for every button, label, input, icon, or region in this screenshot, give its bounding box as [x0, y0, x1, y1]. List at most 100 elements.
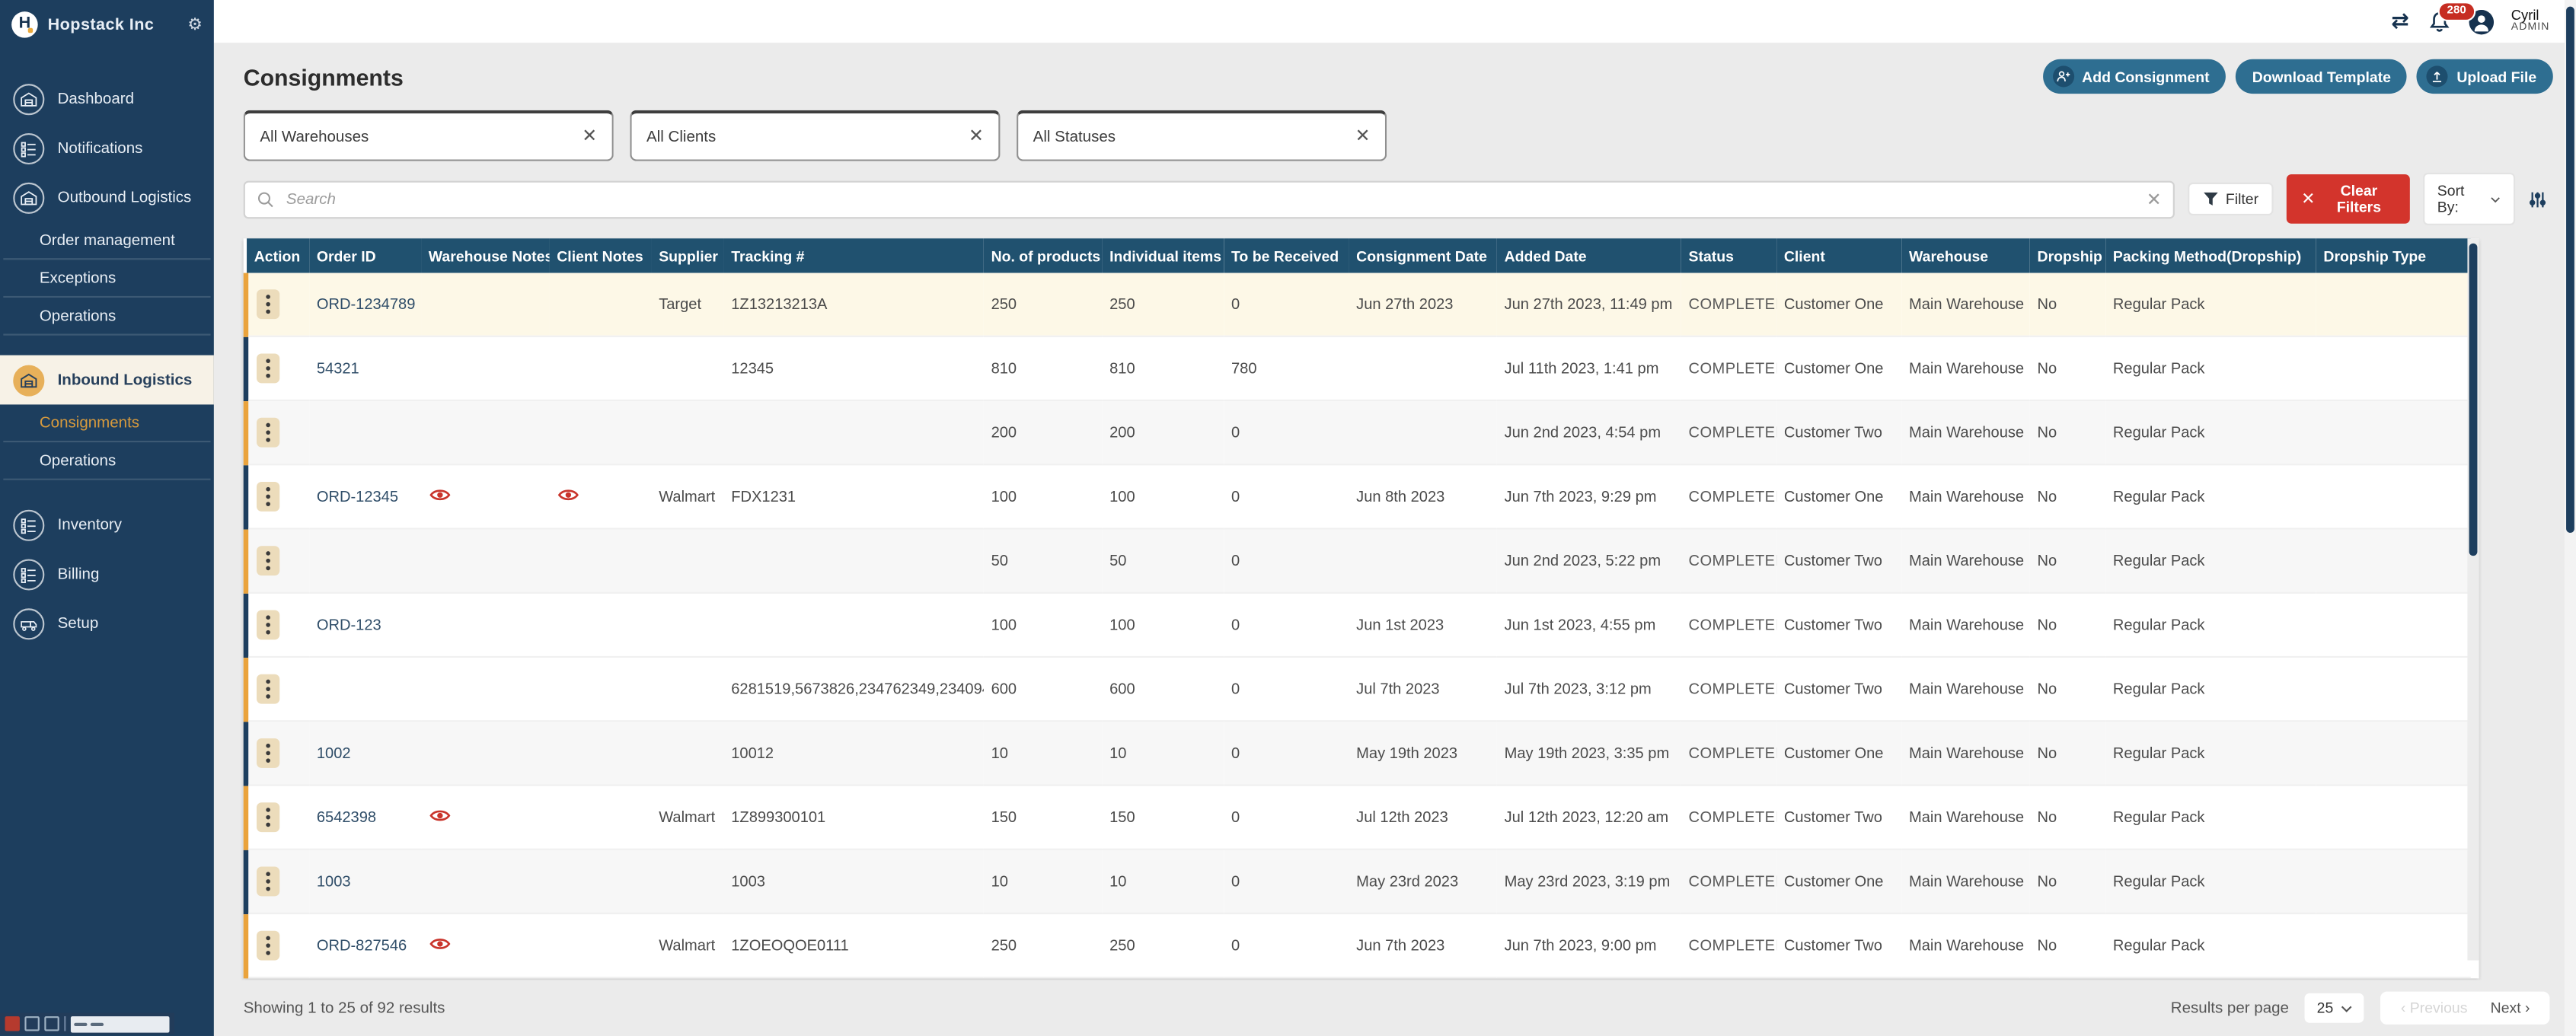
sidebar-item-billing[interactable]: Billing	[0, 550, 214, 599]
table-scrollbar[interactable]	[2467, 238, 2479, 961]
row-actions-button[interactable]	[257, 610, 280, 640]
filter-button[interactable]: Filter	[2188, 182, 2274, 215]
sidebar-subitem-label: Operations	[39, 306, 117, 325]
client-cell: Customer One	[1783, 744, 1884, 762]
sort-by-dropdown[interactable]: Sort By:	[2422, 172, 2515, 225]
order-id-cell[interactable]	[308, 529, 420, 593]
search-input[interactable]	[282, 188, 2138, 210]
page-scrollbar-thumb[interactable]	[2566, 6, 2574, 533]
table-row[interactable]: 54321 12345 810 810 780 Jul 11th 2023, 1…	[243, 336, 2470, 401]
next-page-button[interactable]: Next ›	[2490, 999, 2530, 1017]
order-id-cell[interactable]: ORD-827546	[316, 937, 407, 954]
consignment-date-cell: Jul 12th 2023	[1356, 808, 1448, 826]
gear-icon[interactable]: ⚙	[187, 15, 203, 34]
table-scrollbar-thumb[interactable]	[2469, 243, 2478, 556]
clear-status-filter-icon[interactable]: ✕	[1355, 126, 1371, 146]
sidebar-item-exceptions[interactable]: Exceptions	[3, 260, 211, 298]
sidebar-item-operations-inbound[interactable]: Operations	[3, 442, 211, 480]
sidebar-item-dashboard[interactable]: Dashboard	[0, 74, 214, 123]
previous-page-button[interactable]: ‹ Previous	[2400, 999, 2468, 1017]
order-id-cell[interactable]: ORD-123	[316, 617, 381, 633]
packing-method-cell: Regular Pack	[2112, 295, 2205, 313]
order-id-cell[interactable]	[308, 657, 420, 721]
order-id-cell[interactable]: ORD-12345	[316, 488, 399, 505]
clear-filters-button[interactable]: ✕ Clear Filters	[2286, 174, 2410, 224]
client-filter[interactable]: All Clients ✕	[630, 110, 1001, 161]
page-scrollbar[interactable]	[2564, 0, 2576, 1036]
dropship-type-cell	[2316, 400, 2470, 464]
sidebar-item-setup[interactable]: Setup	[0, 598, 214, 648]
table-row[interactable]: 6281519,5673826,234762349,23409438 600 6…	[243, 657, 2470, 722]
row-actions-button[interactable]	[257, 289, 280, 320]
table-row[interactable]: 50 50 0 Jun 2nd 2023, 5:22 pm COMPLETED …	[243, 528, 2470, 593]
order-id-cell[interactable]: 54321	[316, 360, 359, 377]
note-eye-icon[interactable]	[429, 936, 450, 952]
col-packing-method: Packing Method(Dropship)	[2105, 238, 2316, 273]
status-filter[interactable]: All Statuses ✕	[1017, 110, 1387, 161]
table-row[interactable]: ORD-12345 Walmart FDX1231 100 100 0 Jun …	[243, 464, 2470, 529]
table-row[interactable]: 6542398 Walmart 1Z899300101 150 150 0 Ju…	[243, 785, 2470, 850]
row-actions-button[interactable]	[257, 546, 280, 576]
table-row[interactable]: ORD-123 100 100 0 Jun 1st 2023 Jun 1st 2…	[243, 592, 2470, 658]
table-row[interactable]: 1003 1003 10 10 0 May 23rd 2023 May 23rd…	[243, 849, 2470, 914]
client-cell: Customer Two	[1783, 552, 1882, 569]
taskbar-display-icon[interactable]	[44, 1016, 59, 1031]
note-eye-icon[interactable]	[429, 808, 450, 824]
add-consignment-button[interactable]: Add Consignment	[2042, 59, 2226, 94]
table-row[interactable]: ORD-1234789 Target 1Z13213213A 250 250 0…	[243, 273, 2470, 336]
sidebar-item-inventory[interactable]: Inventory	[0, 500, 214, 550]
products-cell: 100	[991, 488, 1017, 505]
notifications-bell[interactable]: 280	[2428, 1, 2476, 33]
clear-search-icon[interactable]: ✕	[2146, 190, 2162, 210]
row-actions-button[interactable]	[257, 930, 280, 961]
row-actions-button[interactable]	[257, 417, 280, 448]
table-row[interactable]: ORD-827546 Walmart 1ZOEOQOE0111 250 250 …	[243, 913, 2470, 978]
row-actions-button[interactable]	[257, 802, 280, 833]
row-actions-button[interactable]	[257, 353, 280, 384]
packing-method-cell: Regular Pack	[2112, 424, 2205, 441]
sidebar-item-outbound-logistics[interactable]: Outbound Logistics	[0, 173, 214, 222]
taskbar-volume-icon[interactable]	[24, 1016, 40, 1031]
sidebar-item-notifications[interactable]: Notifications	[0, 123, 214, 173]
row-actions-button[interactable]	[257, 674, 280, 704]
switch-warehouse-icon[interactable]: ⇄	[2391, 8, 2409, 34]
consignment-date-cell: Jun 8th 2023	[1356, 488, 1445, 505]
sidebar-item-consignments[interactable]: Consignments	[3, 404, 211, 443]
taskbar-clock[interactable]	[70, 1015, 170, 1032]
taskbar-record-icon[interactable]	[5, 1016, 20, 1031]
sidebar-item-operations-outbound[interactable]: Operations	[3, 298, 211, 336]
dropship-cell: No	[2037, 937, 2057, 954]
row-actions-button[interactable]	[257, 866, 280, 897]
upload-file-button[interactable]: Upload File	[2417, 59, 2553, 94]
supplier-cell: Walmart	[659, 488, 716, 505]
order-id-cell[interactable]: ORD-1234789	[316, 295, 416, 313]
note-eye-icon[interactable]	[429, 486, 450, 503]
added-date-cell: Jun 7th 2023, 9:29 pm	[1504, 488, 1657, 505]
warehouse-notes-cell	[420, 786, 549, 850]
row-action-cell	[243, 785, 309, 850]
order-id-cell[interactable]: 1003	[316, 873, 351, 890]
per-page-dropdown[interactable]: 25	[2305, 993, 2365, 1023]
clear-client-filter-icon[interactable]: ✕	[968, 126, 984, 146]
column-settings-icon[interactable]	[2528, 188, 2546, 209]
row-actions-button[interactable]	[257, 738, 280, 768]
row-actions-button[interactable]	[257, 481, 280, 512]
table-row[interactable]: 1002 10012 10 10 0 May 19th 2023 May 19t…	[243, 721, 2470, 786]
sidebar-item-order-management[interactable]: Order management	[3, 222, 211, 260]
order-id-cell[interactable]	[308, 400, 420, 464]
clear-warehouse-filter-icon[interactable]: ✕	[582, 126, 598, 146]
table-row[interactable]: 200 200 0 Jun 2nd 2023, 4:54 pm COMPLETE…	[243, 400, 2470, 465]
order-id-cell[interactable]: 1002	[316, 744, 351, 762]
tracking-cell: 12345	[731, 360, 774, 377]
client-notes-cell	[548, 336, 650, 400]
warehouse-filter[interactable]: All Warehouses ✕	[243, 110, 614, 161]
dropship-type-cell	[2316, 593, 2470, 657]
sidebar-item-inbound-logistics[interactable]: Inbound Logistics	[0, 355, 214, 405]
note-eye-icon[interactable]	[557, 486, 578, 503]
to-be-received-cell: 780	[1231, 360, 1257, 377]
outbound-submenu: Order management Exceptions Operations	[0, 222, 214, 336]
consignment-date-cell: May 19th 2023	[1356, 744, 1458, 762]
download-template-button[interactable]: Download Template	[2236, 59, 2408, 94]
user-info[interactable]: Cyril ADMIN	[2511, 8, 2550, 34]
order-id-cell[interactable]: 6542398	[316, 808, 377, 826]
